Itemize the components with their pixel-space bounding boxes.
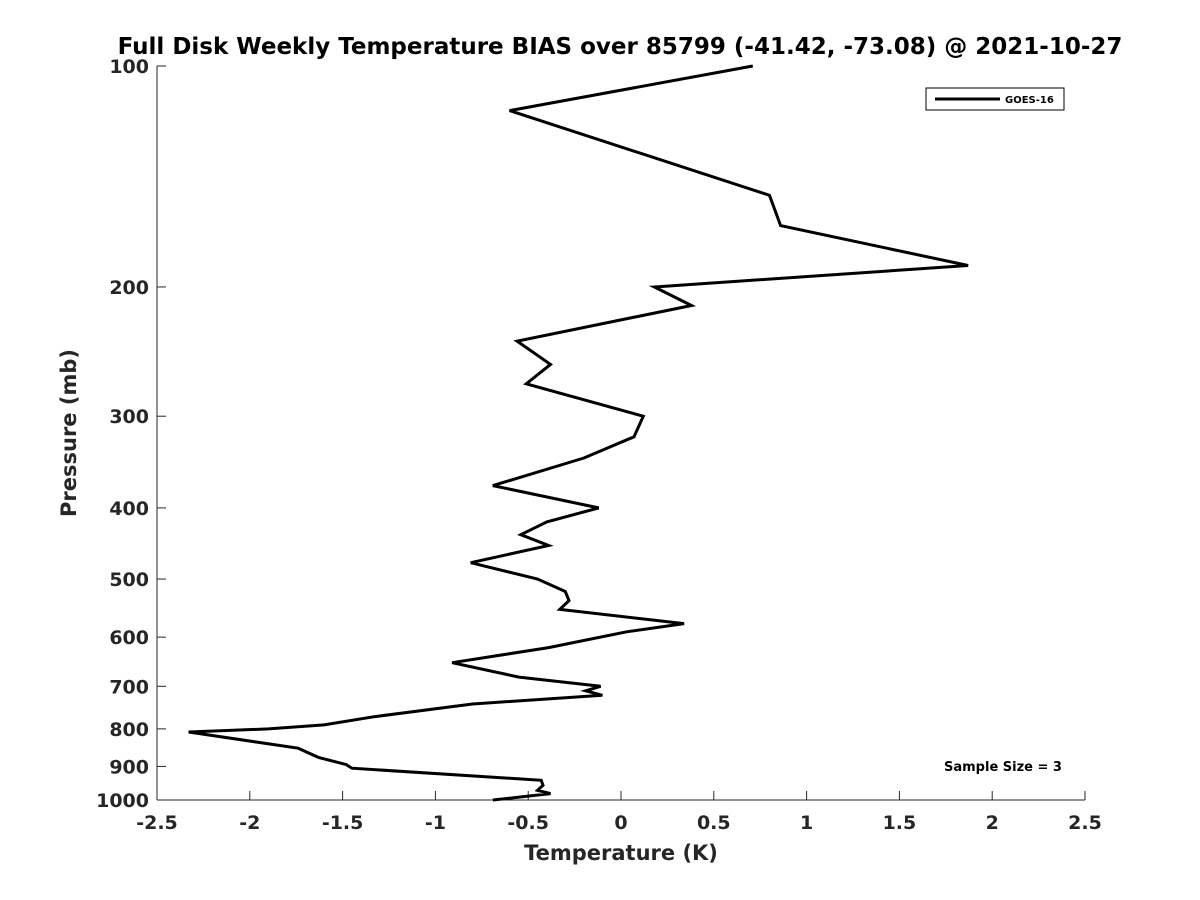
- x-tick-label: -0.5: [507, 812, 549, 834]
- y-tick-label: 300: [109, 406, 149, 428]
- y-tick-label: 200: [109, 277, 149, 299]
- x-tick-label: 1: [800, 812, 813, 834]
- x-tick-label: -2: [239, 812, 260, 834]
- legend: GOES-16: [925, 87, 1065, 111]
- x-axis-label: Temperature (K): [524, 841, 718, 865]
- y-tick-label: 400: [109, 498, 149, 520]
- y-tick-label: 600: [109, 627, 149, 649]
- y-axis-label: Pressure (mb): [57, 349, 81, 517]
- y-tick-label: 1000: [96, 790, 149, 812]
- y-ticks: 100 200 300 400 500 600 700 800 900 1000: [96, 56, 166, 812]
- series-line-goes-16: [188, 64, 969, 802]
- y-tick-label: 800: [109, 719, 149, 741]
- y-tick-label: 700: [109, 676, 149, 698]
- x-tick-label: -2.5: [136, 812, 178, 834]
- x-tick-label: 0.5: [697, 812, 731, 834]
- y-tick-label: 500: [109, 569, 149, 591]
- x-tick-label: 0: [614, 812, 627, 834]
- x-tick-label: 2: [986, 812, 999, 834]
- x-ticks: -2.5 -2 -1.5 -1 -0.5 0 0.5 1 1.5 2 2.5: [136, 791, 1102, 834]
- x-tick-label: -1.5: [322, 812, 364, 834]
- plot-frame: [156, 66, 1085, 801]
- x-tick-label: -1: [425, 812, 446, 834]
- y-tick-label: 100: [109, 56, 149, 78]
- legend-label-goes-16: GOES-16: [1005, 95, 1054, 106]
- chart-title: Full Disk Weekly Temperature BIAS over 8…: [118, 34, 1123, 60]
- sample-size-annotation: Sample Size = 3: [944, 760, 1062, 775]
- x-tick-label: 2.5: [1068, 812, 1102, 834]
- y-tick-label: 900: [109, 756, 149, 778]
- x-tick-label: 1.5: [883, 812, 917, 834]
